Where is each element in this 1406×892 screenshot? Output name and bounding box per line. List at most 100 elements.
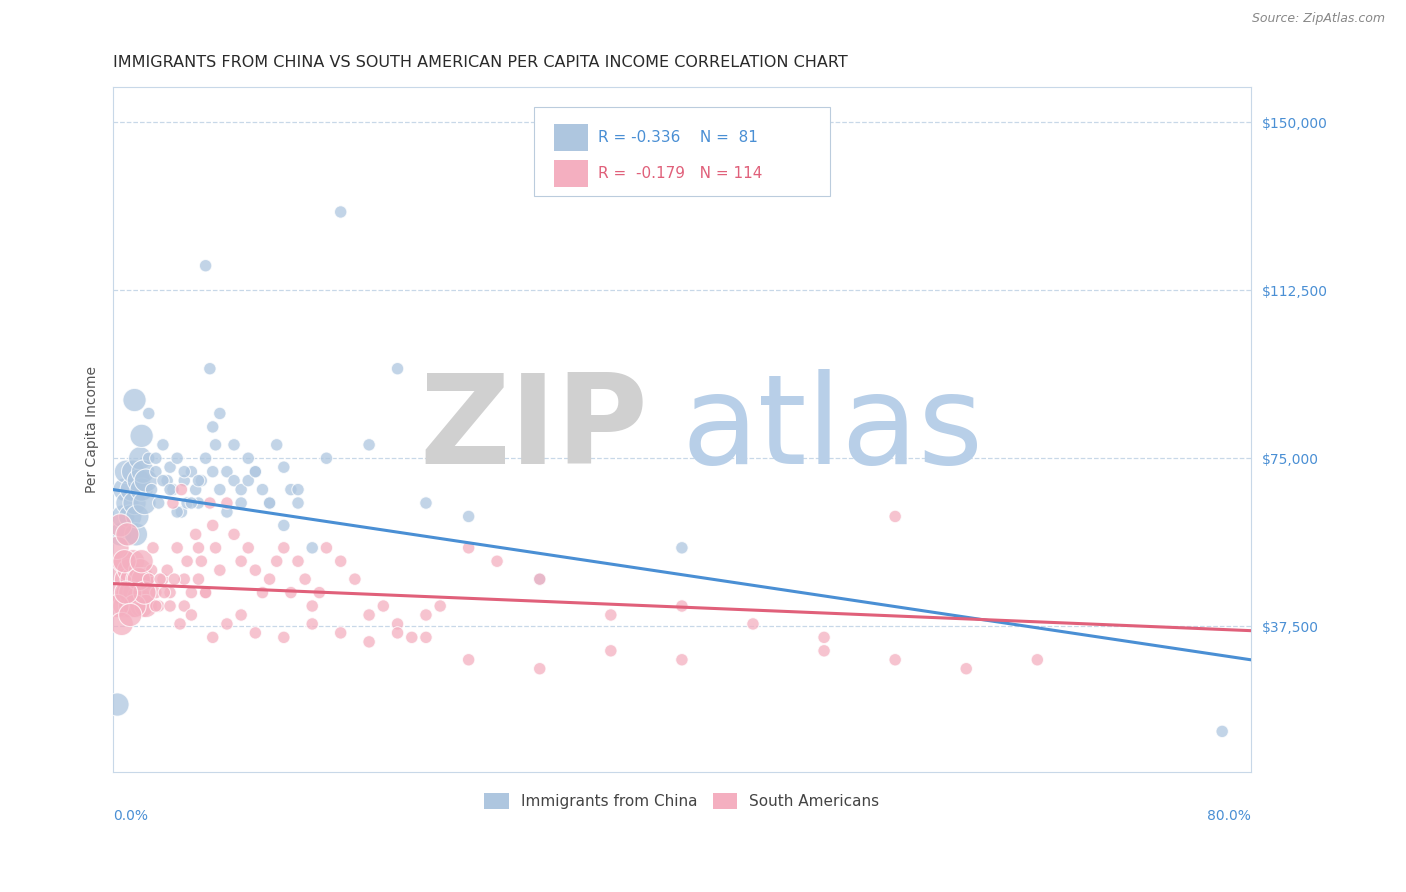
Point xyxy=(176,496,198,510)
Text: R =  -0.179   N = 114: R = -0.179 N = 114 xyxy=(598,166,762,181)
Point xyxy=(208,563,231,577)
Point xyxy=(152,474,174,488)
Text: atlas: atlas xyxy=(682,368,984,490)
Point xyxy=(152,438,174,452)
Point xyxy=(131,429,153,443)
Point xyxy=(813,631,835,645)
Text: IMMIGRANTS FROM CHINA VS SOUTH AMERICAN PER CAPITA INCOME CORRELATION CHART: IMMIGRANTS FROM CHINA VS SOUTH AMERICAN … xyxy=(114,55,848,70)
Point xyxy=(114,599,136,613)
Point xyxy=(125,527,148,541)
Point xyxy=(387,361,409,376)
Point xyxy=(118,563,141,577)
Point xyxy=(415,631,437,645)
Point xyxy=(387,616,409,631)
Point xyxy=(273,460,295,475)
Point xyxy=(135,474,157,488)
Point xyxy=(141,483,163,497)
Point xyxy=(1026,653,1049,667)
Point xyxy=(215,496,238,510)
Point xyxy=(415,496,437,510)
Point xyxy=(529,662,551,676)
Point xyxy=(198,496,221,510)
Point xyxy=(208,407,231,421)
Point xyxy=(194,259,217,273)
Point xyxy=(194,451,217,466)
Point xyxy=(129,451,152,466)
Point xyxy=(107,698,129,712)
Point xyxy=(149,572,172,586)
Point xyxy=(131,554,153,568)
Point xyxy=(194,585,217,599)
Point xyxy=(170,505,193,519)
Point xyxy=(114,554,136,568)
Point xyxy=(112,509,135,524)
Point xyxy=(124,392,146,407)
Point xyxy=(162,496,184,510)
Point xyxy=(1211,724,1233,739)
Point xyxy=(215,465,238,479)
Point xyxy=(120,509,142,524)
Point xyxy=(145,451,167,466)
Point xyxy=(208,483,231,497)
Point xyxy=(162,483,184,497)
Point xyxy=(128,474,150,488)
Point xyxy=(266,438,288,452)
Point xyxy=(148,496,170,510)
Point xyxy=(529,572,551,586)
Point xyxy=(127,509,149,524)
Point xyxy=(813,644,835,658)
Point xyxy=(112,554,135,568)
Point xyxy=(259,572,281,586)
Point xyxy=(138,572,160,586)
Point xyxy=(529,572,551,586)
Point xyxy=(194,585,217,599)
Point xyxy=(373,599,395,613)
Point xyxy=(187,474,209,488)
Point xyxy=(252,585,274,599)
Point xyxy=(308,585,330,599)
Point xyxy=(231,554,253,568)
Point xyxy=(238,451,260,466)
Point xyxy=(329,205,352,219)
Point xyxy=(142,541,165,555)
Point xyxy=(238,474,260,488)
Point xyxy=(231,496,253,510)
Point xyxy=(121,483,143,497)
Point xyxy=(415,607,437,622)
Point xyxy=(122,554,145,568)
Point xyxy=(359,607,381,622)
Point xyxy=(132,572,155,586)
Point xyxy=(127,572,149,586)
Point xyxy=(122,465,145,479)
Point xyxy=(134,496,156,510)
Point xyxy=(245,465,267,479)
Point xyxy=(121,572,143,586)
Point xyxy=(166,541,188,555)
Point xyxy=(599,607,621,622)
Point xyxy=(132,465,155,479)
Point xyxy=(115,465,138,479)
Point xyxy=(180,585,202,599)
Point xyxy=(429,599,451,613)
Text: ZIP: ZIP xyxy=(419,368,648,490)
Point xyxy=(124,599,146,613)
Point xyxy=(184,527,207,541)
Point xyxy=(134,585,156,599)
Point xyxy=(266,554,288,568)
Point xyxy=(671,653,693,667)
Point xyxy=(120,585,142,599)
Point xyxy=(124,496,146,510)
Point xyxy=(138,572,160,586)
Point xyxy=(252,483,274,497)
Point xyxy=(180,607,202,622)
Point xyxy=(238,541,260,555)
Point xyxy=(204,541,226,555)
Point xyxy=(187,496,209,510)
Point xyxy=(111,616,134,631)
Y-axis label: Per Capita Income: Per Capita Income xyxy=(86,366,100,492)
Point xyxy=(457,653,479,667)
Point xyxy=(141,563,163,577)
Point xyxy=(315,541,337,555)
Point xyxy=(599,644,621,658)
Point xyxy=(222,438,245,452)
